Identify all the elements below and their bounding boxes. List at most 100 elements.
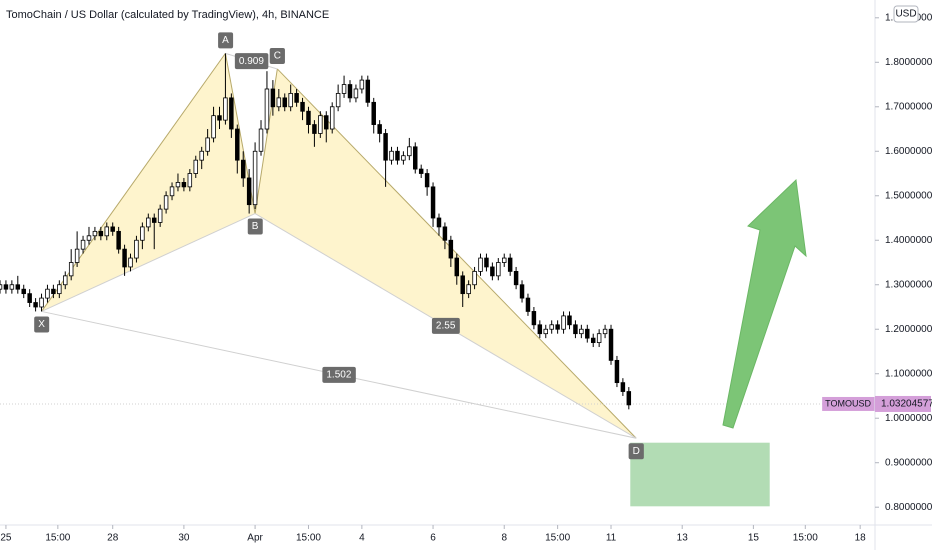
- candle-body: [324, 115, 329, 130]
- x-tick-label: 15:00: [793, 533, 818, 544]
- candle-body: [377, 124, 382, 134]
- y-tick-label: 1.00000000: [885, 413, 932, 424]
- y-tick-label: 1.70000000: [885, 101, 932, 112]
- pattern-point-label-box: [34, 316, 50, 333]
- x-tick-label: 4: [359, 533, 365, 544]
- candle-body: [608, 328, 614, 361]
- candle-body: [21, 288, 26, 295]
- pattern-point-label: D: [633, 446, 640, 457]
- candle-body: [490, 266, 495, 277]
- pattern-point-label: C: [274, 51, 281, 62]
- symbol-label: TOMOUSD: [825, 398, 871, 408]
- pattern-point-label: X: [38, 319, 45, 330]
- candle-body: [175, 182, 181, 188]
- currency-badge[interactable]: [893, 5, 919, 23]
- candle-body: [573, 324, 578, 335]
- candle-body: [585, 328, 590, 339]
- candle-body: [448, 239, 454, 259]
- pattern-leg: [276, 68, 637, 439]
- candle-body: [252, 150, 258, 206]
- candle-body: [181, 182, 187, 188]
- candle-body: [543, 328, 549, 335]
- ratio-label: 1.502: [326, 369, 351, 380]
- candle-body: [329, 106, 335, 130]
- candle-body: [507, 257, 513, 272]
- candle-body: [294, 93, 299, 103]
- x-tick-label: 13: [677, 533, 689, 544]
- pattern-labels: X A B C D 0.909 2.55 1.502: [34, 32, 644, 460]
- pattern-point-label-box: [218, 32, 234, 49]
- y-tick-label: 0.90000000: [885, 457, 932, 468]
- candle-body: [484, 257, 489, 268]
- candle-body: [478, 257, 483, 272]
- candle-body: [27, 293, 32, 303]
- candle-body: [169, 186, 175, 197]
- y-tick-label: 1.30000000: [885, 279, 932, 290]
- candle-body: [74, 248, 80, 263]
- candle-body: [57, 284, 62, 295]
- candle-body: [33, 302, 38, 308]
- candle-body: [561, 315, 566, 330]
- ratio-label-box: [431, 317, 460, 334]
- ratio-label: 0.909: [239, 56, 264, 67]
- candle-body: [98, 230, 104, 237]
- candle-body: [620, 382, 626, 392]
- candle-body: [525, 297, 531, 312]
- pattern-point-label: A: [222, 35, 229, 46]
- candle-body: [122, 248, 127, 268]
- candle-body: [9, 284, 15, 290]
- x-tick-label: 6: [430, 533, 436, 544]
- candle-body: [246, 177, 252, 206]
- x-tick-label: 15:00: [545, 533, 570, 544]
- candle-body: [531, 311, 537, 326]
- symbol-tag: [822, 396, 875, 411]
- candle-body: [496, 262, 501, 277]
- candle-body: [424, 173, 430, 188]
- candle-body: [466, 284, 471, 295]
- candle-body: [39, 297, 44, 308]
- candle-body: [335, 93, 341, 108]
- x-tick-label: 15:00: [296, 533, 321, 544]
- pattern-point-label-box: [269, 47, 285, 64]
- candle-body: [579, 328, 584, 335]
- x-tick-label: 30: [178, 533, 190, 544]
- candle-body: [0, 284, 3, 290]
- candle-body: [45, 288, 50, 299]
- candle-body: [288, 93, 293, 108]
- candle-body: [614, 359, 620, 384]
- currency: USD: [895, 9, 916, 20]
- candle-body: [401, 155, 406, 161]
- candle-body: [549, 324, 554, 330]
- candle-body: [306, 110, 311, 125]
- y-tick-label: 1.50000000: [885, 190, 932, 201]
- candle-body: [371, 101, 376, 125]
- candle-body: [519, 284, 525, 299]
- candle-body: [205, 137, 210, 152]
- candle-body: [513, 270, 519, 286]
- ratio-label-box: [322, 366, 356, 383]
- candle-body: [590, 337, 596, 343]
- candle-body: [567, 315, 572, 326]
- ratio-label-box: [234, 53, 269, 70]
- candle-body: [312, 124, 317, 134]
- candle-body: [276, 97, 282, 108]
- candle-body: [442, 226, 448, 241]
- candle-body: [199, 150, 204, 161]
- candle-body: [596, 333, 602, 343]
- x-tick-label: 8: [501, 533, 507, 544]
- candle-body: [63, 275, 68, 286]
- candle-body: [454, 257, 460, 277]
- candle-body: [258, 128, 264, 152]
- candle-body: [163, 195, 169, 210]
- candle-body: [383, 133, 388, 161]
- ratio-label: 2.55: [436, 321, 456, 332]
- candle-body: [472, 270, 477, 286]
- candle-body: [602, 328, 608, 335]
- candle-body: [341, 84, 347, 94]
- candle-body: [229, 97, 234, 130]
- x-tick-label: 15: [748, 533, 760, 544]
- candle-body: [318, 115, 323, 134]
- candle-body: [15, 284, 21, 290]
